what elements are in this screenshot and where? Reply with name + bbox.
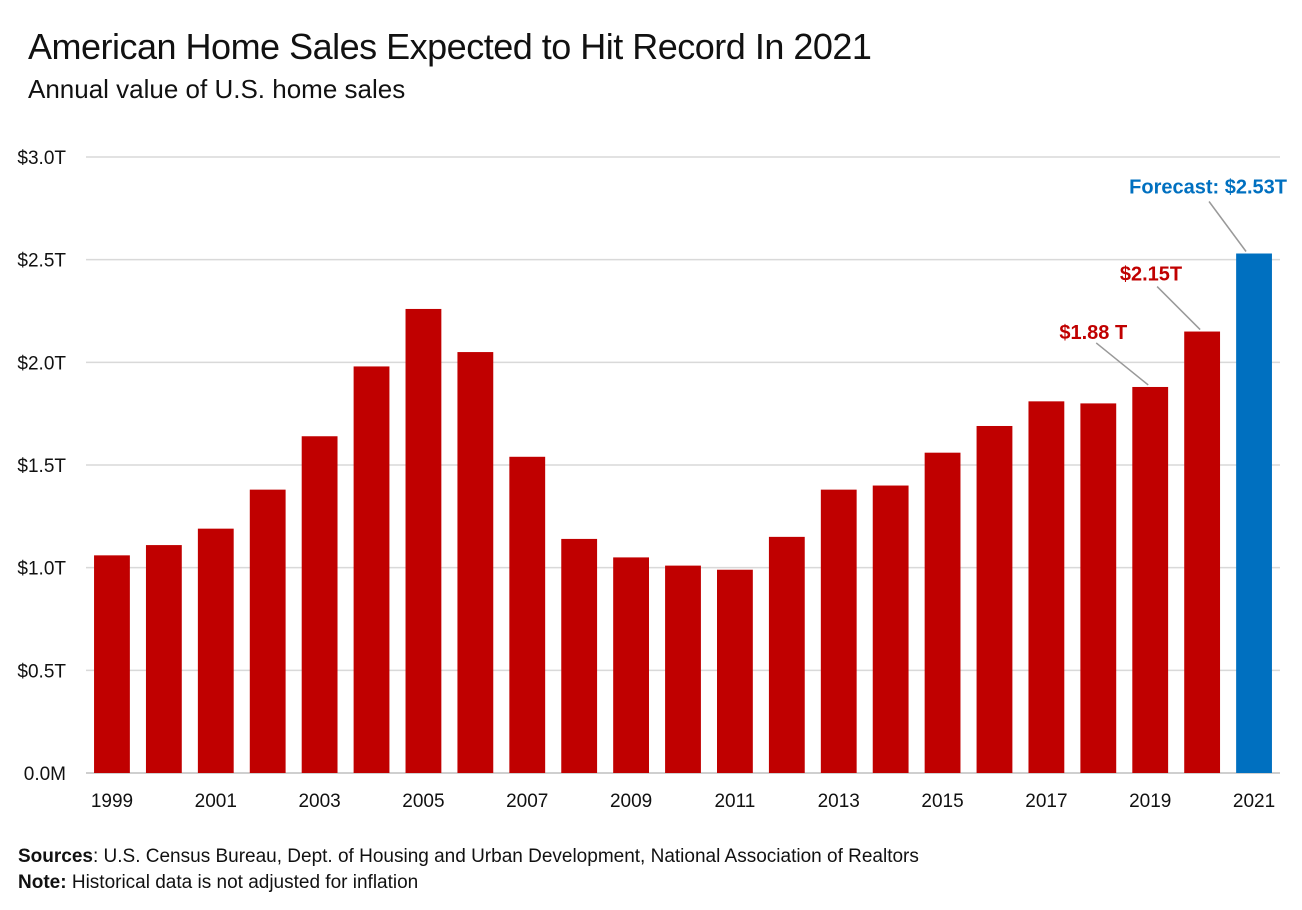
- bar-2003: [301, 436, 338, 773]
- x-tick-label: 2009: [610, 791, 652, 812]
- x-tick-label: 2017: [1025, 791, 1067, 812]
- bar-2019: [1132, 386, 1169, 773]
- annotation-label-2020: $2.15T: [1120, 264, 1182, 286]
- annotation-leader-2021: [1208, 201, 1247, 252]
- bar-2011: [717, 569, 753, 773]
- annotation-leader-2019: [1095, 342, 1149, 386]
- bar-2007: [509, 456, 546, 773]
- bars: [94, 253, 1272, 774]
- bar-2020: [1184, 331, 1221, 773]
- chart-title: American Home Sales Expected to Hit Reco…: [28, 26, 872, 67]
- y-axis-tick-labels: 0.0M $0.5T $1.0T $1.5T $2.0T $2.5T $3.0T: [17, 148, 66, 785]
- bar-2014: [872, 485, 909, 773]
- bar-2000: [145, 545, 182, 773]
- x-tick-label: 2003: [298, 791, 340, 812]
- sources-label: Sources: [18, 846, 93, 867]
- note-text: Historical data is not adjusted for infl…: [66, 872, 419, 893]
- x-tick-label: 2013: [818, 791, 860, 812]
- bar-2004: [353, 366, 390, 773]
- x-axis-tick-labels: 1999 2001 2003 2005 2007 2009 2011 2013 2015 2017…: [91, 791, 1275, 812]
- x-tick-label: 2001: [195, 791, 237, 812]
- annotation-label-2021: Forecast: $2.53T: [1129, 177, 1287, 199]
- sources-text: : U.S. Census Bureau, Dept. of Housing a…: [92, 846, 919, 867]
- bar-2021: [1236, 253, 1272, 774]
- note-line: Note: Historical data is not adjusted fo…: [18, 870, 919, 896]
- x-tick-label: 2005: [402, 791, 444, 812]
- bar-2009: [613, 557, 649, 773]
- bar-2017: [1028, 401, 1065, 773]
- bar-2015: [924, 452, 961, 773]
- sources-line: Sources: U.S. Census Bureau, Dept. of Ho…: [18, 844, 919, 870]
- bar-2002: [249, 489, 286, 773]
- y-tick-label: $2.0T: [17, 353, 66, 374]
- annotation-leader-2020: [1156, 286, 1201, 331]
- y-tick-label: $1.0T: [17, 559, 66, 580]
- x-tick-label: 2021: [1233, 791, 1275, 812]
- y-tick-label: 0.0M: [24, 764, 66, 785]
- note-label: Note:: [18, 872, 67, 893]
- annotation-label-2019: $1.88 T: [1059, 322, 1127, 344]
- bar-1999: [94, 555, 130, 773]
- bar-2005: [405, 308, 442, 773]
- footer: Sources: U.S. Census Bureau, Dept. of Ho…: [18, 844, 919, 896]
- annotations: $1.88 T $2.15T Forecast: $2.53T: [1059, 177, 1287, 386]
- bar-2016: [976, 425, 1013, 773]
- bar-2018: [1080, 403, 1117, 773]
- bar-2012: [768, 536, 805, 773]
- x-tick-label: 2015: [921, 791, 963, 812]
- bar-2013: [820, 489, 857, 773]
- y-tick-label: $1.5T: [17, 456, 66, 477]
- x-tick-label: 1999: [91, 791, 133, 812]
- y-tick-label: $2.5T: [17, 251, 66, 272]
- chart-subtitle: Annual value of U.S. home sales: [28, 74, 406, 104]
- x-tick-label: 2011: [714, 791, 755, 812]
- bar-chart: 0.0M $0.5T $1.0T $1.5T $2.0T $2.5T $3.0T 1999 2…: [17, 148, 1287, 812]
- bar-2006: [457, 352, 494, 773]
- x-tick-label: 2019: [1129, 791, 1171, 812]
- y-tick-label: $3.0T: [17, 148, 66, 169]
- x-tick-label: 2007: [506, 791, 548, 812]
- bar-2010: [665, 565, 701, 773]
- bar-2001: [197, 528, 234, 773]
- y-tick-label: $0.5T: [17, 661, 66, 682]
- bar-2008: [561, 538, 598, 773]
